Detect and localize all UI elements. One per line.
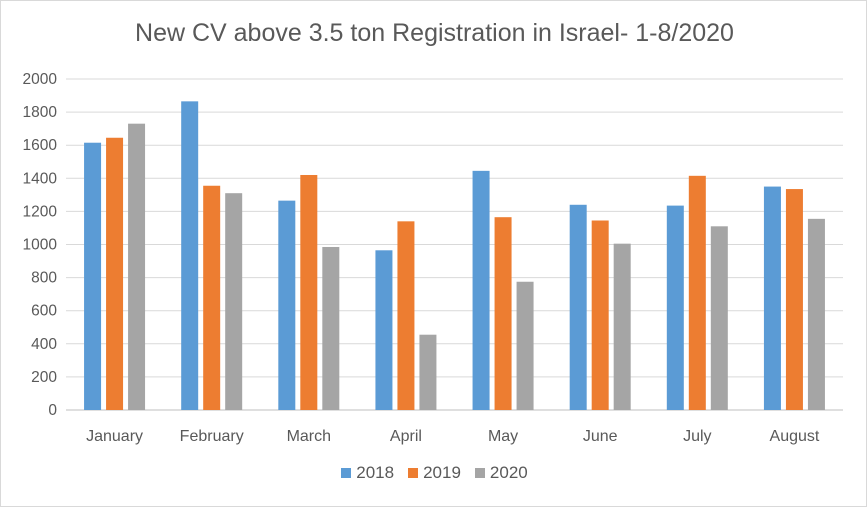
legend-label: 2018 bbox=[356, 463, 395, 482]
bars bbox=[84, 101, 825, 410]
bar-2018-january bbox=[84, 142, 102, 410]
bar-2019-august bbox=[785, 189, 803, 410]
bar-2020-august bbox=[807, 218, 825, 410]
legend-item-2020: 2020 bbox=[474, 463, 528, 483]
legend-label: 2020 bbox=[489, 463, 528, 482]
legend-item-2019: 2019 bbox=[408, 463, 461, 483]
y-tick-label: 1600 bbox=[23, 137, 58, 154]
bar-2018-february bbox=[181, 101, 199, 410]
bar-2020-january bbox=[128, 123, 146, 410]
x-category-label: April bbox=[390, 428, 422, 445]
y-tick-label: 2000 bbox=[23, 71, 58, 88]
chart-title: New CV above 3.5 ton Registration in Isr… bbox=[135, 19, 734, 47]
bar-2020-march bbox=[322, 246, 340, 410]
bar-2018-march bbox=[278, 200, 296, 410]
legend-swatch bbox=[408, 468, 419, 478]
x-category-label: March bbox=[287, 428, 331, 445]
bar-2019-july bbox=[688, 175, 706, 410]
x-category-label: January bbox=[86, 428, 143, 445]
y-tick-label: 1200 bbox=[23, 203, 58, 220]
legend-label: 2019 bbox=[423, 463, 461, 482]
y-tick-label: 1000 bbox=[23, 237, 58, 254]
bar-2020-may bbox=[516, 281, 534, 410]
bar-2018-august bbox=[763, 186, 781, 410]
x-axis-categories: January February March April May June July Augu… bbox=[86, 428, 820, 445]
legend: 2018 2019 2020 bbox=[1, 463, 867, 483]
y-tick-label: 800 bbox=[31, 270, 57, 287]
bar-2018-april bbox=[375, 250, 393, 410]
bar-2019-march bbox=[300, 174, 318, 410]
y-axis-ticks: 0 200 400 600 800 1000 1200 1400 1600 1800 2000 bbox=[23, 71, 58, 419]
y-tick-label: 0 bbox=[48, 402, 57, 419]
legend-swatch bbox=[474, 468, 485, 478]
y-tick-label: 200 bbox=[31, 369, 57, 386]
bar-2019-may bbox=[494, 217, 512, 410]
legend-item-2018: 2018 bbox=[341, 463, 394, 483]
bar-2019-january bbox=[106, 137, 124, 410]
bar-2019-june bbox=[591, 220, 609, 410]
legend-swatch bbox=[341, 468, 352, 478]
y-tick-label: 600 bbox=[31, 303, 57, 320]
x-category-label: August bbox=[770, 428, 820, 445]
bar-2019-april bbox=[397, 221, 415, 410]
x-category-label: May bbox=[488, 428, 518, 445]
y-tick-label: 1800 bbox=[23, 104, 58, 121]
bar-2020-april bbox=[419, 334, 437, 410]
bar-2018-july bbox=[666, 205, 684, 410]
x-category-label: June bbox=[583, 428, 618, 445]
bar-2019-february bbox=[203, 185, 221, 410]
x-category-label: July bbox=[683, 428, 711, 445]
bar-2020-february bbox=[225, 193, 243, 410]
y-tick-label: 1400 bbox=[23, 170, 58, 187]
bar-2020-june bbox=[613, 243, 631, 410]
bar-2018-june bbox=[569, 204, 587, 410]
y-tick-label: 400 bbox=[31, 336, 57, 353]
bar-2018-may bbox=[472, 170, 490, 410]
x-category-label: February bbox=[180, 428, 244, 445]
bar-2020-july bbox=[710, 226, 728, 410]
